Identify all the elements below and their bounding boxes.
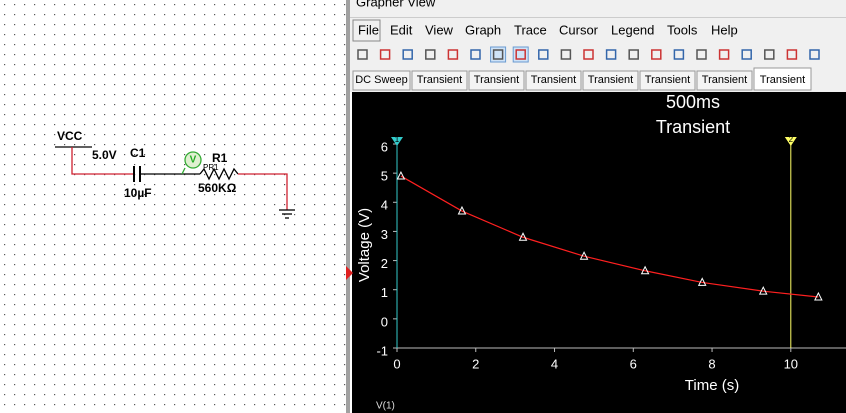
- y-tick-label: 6: [381, 139, 388, 154]
- tab-label: Transient: [417, 74, 462, 86]
- tab-label: DC Sweep: [355, 74, 408, 86]
- tool-icon: [470, 49, 481, 60]
- chart-title: 500ms: [666, 92, 720, 112]
- menu-highlight: [352, 19, 381, 42]
- tab[interactable]: [639, 70, 696, 91]
- chart-subtitle: Transient: [656, 117, 730, 137]
- series-line: [400, 175, 819, 298]
- window-title: Grapher View: [356, 0, 436, 9]
- y-tick-label: 4: [381, 198, 388, 213]
- tool-icon: [492, 49, 504, 60]
- y-tick-label: 3: [381, 227, 388, 242]
- divider: [346, 0, 350, 413]
- tool-icon: [628, 49, 639, 60]
- circuit: [55, 146, 295, 219]
- label: R1: [212, 151, 228, 165]
- tab-strip: DC Sweep Transient Transient Transient Trans…: [352, 67, 812, 91]
- schematic-grid: [0, 0, 346, 413]
- tab[interactable]: [525, 70, 582, 91]
- tool-icon: [786, 49, 798, 60]
- tool-icon: [651, 49, 662, 60]
- tab[interactable]: [753, 67, 812, 91]
- tool-icon: [764, 49, 775, 60]
- menu-item[interactable]: Edit: [390, 22, 413, 37]
- tool-icon: [538, 49, 549, 60]
- data-point: [396, 170, 406, 180]
- tab-label: Transient: [760, 74, 805, 86]
- tab-label: Transient: [531, 74, 576, 86]
- cursor-label: 2: [789, 135, 794, 144]
- menu-item[interactable]: Cursor: [559, 22, 599, 37]
- y-tick-label: 1: [381, 285, 388, 300]
- tool-icon: [379, 49, 391, 60]
- x-tick-label: 4: [551, 356, 558, 371]
- tool-icon: [605, 49, 617, 60]
- separator: [350, 17, 846, 18]
- data-point: [814, 291, 823, 301]
- data-point: [457, 205, 467, 215]
- y-tick-label: 2: [381, 256, 388, 271]
- menu-item[interactable]: View: [425, 22, 454, 37]
- tab[interactable]: [352, 70, 411, 91]
- x-tick-label: 2: [472, 356, 479, 371]
- x-tick-label: 8: [708, 356, 715, 371]
- tool-icon: [447, 49, 459, 60]
- data-point: [518, 232, 528, 241]
- tool-icon: [718, 49, 730, 60]
- label: VCC: [57, 129, 83, 143]
- data-point: [758, 286, 768, 295]
- tool-icon: [515, 49, 526, 60]
- cursor-handle[interactable]: [784, 137, 797, 146]
- plot: 500ms Transient -1 0 1 2 3 4 5 6 0 2 4 6 8 10 Voltage (V…: [356, 92, 846, 412]
- menu-item[interactable]: Tools: [667, 22, 698, 37]
- tool-icon: [357, 49, 368, 60]
- tool-icon: [560, 49, 572, 60]
- tab-label: Transient: [645, 74, 690, 86]
- tool-icon: [741, 49, 752, 60]
- menu-bar: File Edit View Graph Trace Cursor Legend Tools H…: [358, 22, 738, 37]
- label: C1: [130, 146, 146, 160]
- tool-icon: [696, 49, 707, 60]
- tab-label: Transient: [702, 74, 747, 86]
- x-tick-label: 10: [784, 356, 798, 371]
- label: PR1: [203, 163, 219, 172]
- tool-icon: [402, 49, 413, 60]
- tab[interactable]: [468, 70, 525, 91]
- data-point: [640, 265, 650, 275]
- legend-entry: V(1): [376, 401, 395, 412]
- menu-item[interactable]: Trace: [514, 22, 547, 37]
- marker: [346, 266, 353, 280]
- tab-label: Transient: [474, 74, 519, 86]
- data-point: [697, 277, 707, 286]
- label: 10µF: [124, 186, 152, 200]
- label: 5.0V: [92, 148, 117, 162]
- x-tick-label: 0: [393, 356, 400, 371]
- tab-label: Transient: [588, 74, 633, 86]
- tool-icon: [583, 49, 594, 60]
- cursor-label: 1: [395, 135, 400, 144]
- data-point: [579, 251, 589, 260]
- menu-item[interactable]: Help: [711, 22, 738, 37]
- x-tick-label: 6: [630, 356, 637, 371]
- tool-icon: [809, 49, 820, 60]
- toolbar: [355, 46, 822, 63]
- label: 560KΩ: [198, 181, 237, 195]
- y-axis-label: Voltage (V): [356, 208, 373, 282]
- plot-area: [352, 92, 846, 413]
- tab[interactable]: [582, 70, 639, 91]
- tab[interactable]: [411, 70, 468, 91]
- cursor-handle[interactable]: [391, 137, 403, 146]
- menu-item[interactable]: Graph: [465, 22, 501, 37]
- y-tick-label: 5: [381, 169, 388, 184]
- tab[interactable]: [696, 70, 753, 91]
- y-tick-label: 0: [381, 314, 388, 329]
- probe[interactable]: V: [190, 155, 197, 166]
- x-axis-label: Time (s): [685, 377, 739, 394]
- tool-icon: [673, 49, 685, 60]
- menu-item[interactable]: Legend: [611, 22, 654, 37]
- menu-item[interactable]: File: [358, 22, 379, 37]
- y-tick-label: -1: [376, 343, 388, 358]
- tool-icon: [425, 49, 436, 60]
